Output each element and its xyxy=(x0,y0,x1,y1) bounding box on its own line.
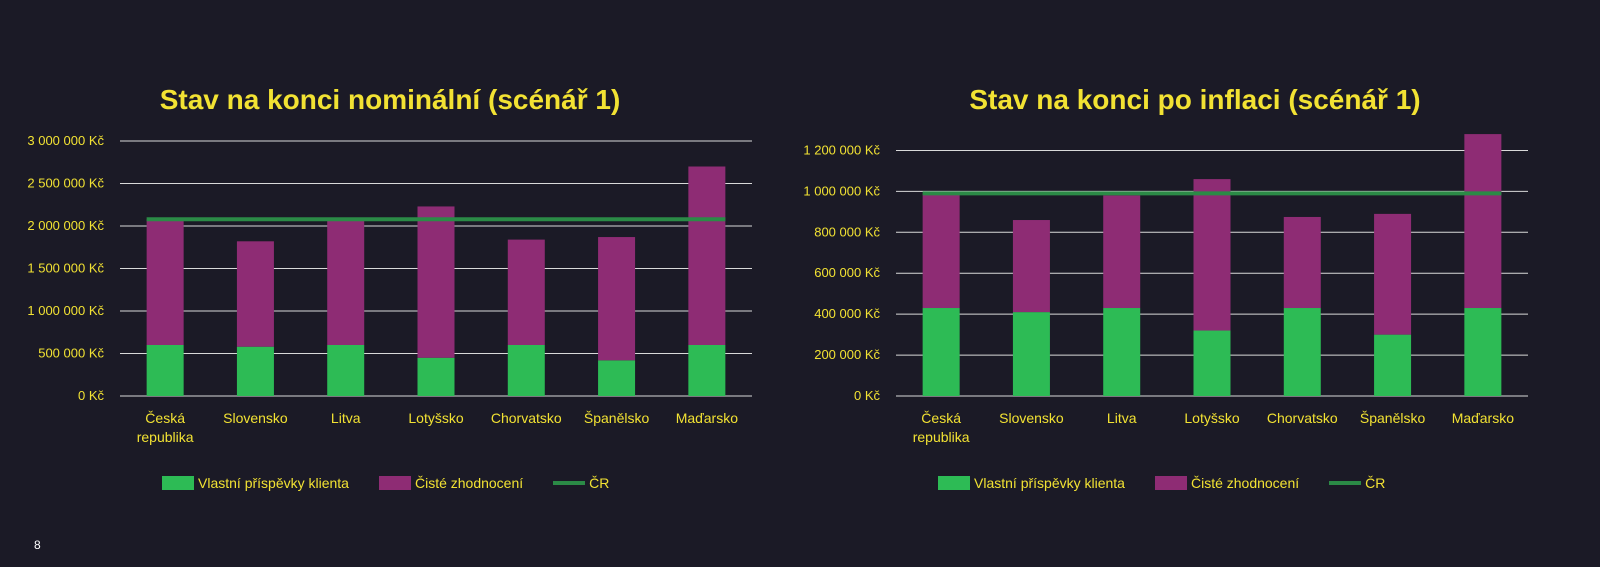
legend-swatch-appreciation xyxy=(1154,476,1187,490)
y-tick-label: 2 500 000 Kč xyxy=(27,176,104,191)
legend-item-appreciation: Čisté zhodnocení xyxy=(1154,475,1300,491)
x-tick-label: Litva xyxy=(331,410,361,426)
y-tick-label: 200 000 Kč xyxy=(814,347,880,362)
bar-contributions xyxy=(1374,334,1412,396)
legend-item-cr: ČR xyxy=(553,475,609,491)
y-tick-label: 2 000 000 Kč xyxy=(27,218,104,233)
x-tick-label: Španělsko xyxy=(584,410,650,426)
legend-label: ČR xyxy=(589,475,610,491)
x-tick-label: Maďarsko xyxy=(1452,410,1515,426)
y-tick-label: 1 000 000 Kč xyxy=(803,183,880,198)
bar-appreciation xyxy=(507,239,545,345)
bar-contributions xyxy=(507,345,545,396)
y-tick-label: 0 Kč xyxy=(854,388,881,403)
bar-appreciation xyxy=(146,219,184,345)
legend-label: Vlastní příspěvky klienta xyxy=(974,475,1125,491)
bar-contributions xyxy=(236,346,274,396)
legend-swatch-cr xyxy=(1329,481,1362,485)
bar-appreciation xyxy=(1193,179,1231,331)
y-tick-label: 500 000 Kč xyxy=(38,346,104,361)
x-tick-label: Lotyšsko xyxy=(408,410,463,426)
bar-contributions xyxy=(1103,308,1141,396)
y-tick-label: 800 000 Kč xyxy=(814,224,880,239)
bar-appreciation xyxy=(236,241,274,347)
y-tick-label: 400 000 Kč xyxy=(814,306,880,321)
x-tick-label: Slovensko xyxy=(223,410,288,426)
bar-appreciation xyxy=(922,193,960,309)
chart-plot-area: 0 Kč 200 000 Kč 400 000 Kč 600 000 Kč 800 00… xyxy=(803,134,1528,445)
bar-appreciation xyxy=(688,166,726,345)
legend-item-contributions: Vlastní příspěvky klienta xyxy=(938,475,1125,491)
bar-appreciation xyxy=(1103,195,1141,309)
x-tick-label: Slovensko xyxy=(999,410,1064,426)
legend-swatch-appreciation xyxy=(378,476,411,490)
bar-contributions xyxy=(598,360,636,396)
chart-plot-area: 0 Kč 500 000 Kč 1 000 000 Kč 1 500 000 Kč 2 … xyxy=(27,133,752,445)
bar-contributions xyxy=(688,345,726,396)
chart-nominal: Stav na konci nominální (scénář 1) 0 Kč 5… xyxy=(0,0,780,520)
x-tick-label: Litva xyxy=(1107,410,1137,426)
bar-appreciation xyxy=(1464,134,1502,309)
bar-contributions xyxy=(1283,308,1321,396)
bar-contributions xyxy=(1012,312,1050,396)
bar-appreciation xyxy=(417,206,455,358)
x-tick-label: Španělsko xyxy=(1360,410,1426,426)
bar-appreciation xyxy=(327,220,365,345)
chart-title: Stav na konci po inflaci (scénář 1) xyxy=(969,84,1421,115)
x-tick-label: Česká republika xyxy=(913,410,970,445)
bar-contributions xyxy=(1193,330,1231,396)
y-tick-label: 3 000 000 Kč xyxy=(27,133,104,148)
legend-label: ČR xyxy=(1365,475,1386,491)
bar-contributions xyxy=(146,345,184,396)
y-tick-label: 1 000 000 Kč xyxy=(27,303,104,318)
legend-swatch-contributions xyxy=(162,476,194,490)
bar-appreciation xyxy=(1374,213,1412,335)
legend-item-cr: ČR xyxy=(1329,475,1385,491)
x-tick-label: Chorvatsko xyxy=(1267,410,1338,426)
bar-contributions xyxy=(327,345,365,396)
legend-swatch-contributions xyxy=(938,476,970,490)
bar-appreciation xyxy=(1012,220,1050,313)
bar-contributions xyxy=(922,308,960,396)
bar-appreciation xyxy=(598,237,636,361)
legend-item-appreciation: Čisté zhodnocení xyxy=(378,475,524,491)
legend-swatch-cr xyxy=(553,481,586,485)
x-tick-label: Lotyšsko xyxy=(1184,410,1239,426)
y-tick-label: 1 500 000 Kč xyxy=(27,261,104,276)
chart-inflation: Stav na konci po inflaci (scénář 1) 0 Kč… xyxy=(790,0,1600,520)
legend-label: Vlastní příspěvky klienta xyxy=(198,475,349,491)
page-number: 8 xyxy=(34,538,41,552)
bar-contributions xyxy=(417,357,455,396)
legend-label: Čisté zhodnocení xyxy=(1190,475,1300,491)
legend-label: Čisté zhodnocení xyxy=(414,475,524,491)
legend-item-contributions: Vlastní příspěvky klienta xyxy=(162,475,349,491)
bar-contributions xyxy=(1464,308,1502,396)
chart-legend: Vlastní příspěvky klienta Čisté zhodnoce… xyxy=(162,475,609,491)
x-tick-label: Maďarsko xyxy=(676,410,739,426)
chart-title: Stav na konci nominální (scénář 1) xyxy=(159,84,621,115)
y-tick-label: 1 200 000 Kč xyxy=(803,142,880,157)
x-tick-label: Česká republika xyxy=(137,410,194,445)
y-tick-label: 0 Kč xyxy=(78,388,105,403)
chart-legend: Vlastní příspěvky klienta Čisté zhodnoce… xyxy=(938,475,1385,491)
y-tick-label: 600 000 Kč xyxy=(814,265,880,280)
bar-appreciation xyxy=(1283,216,1321,309)
x-tick-label: Chorvatsko xyxy=(491,410,562,426)
